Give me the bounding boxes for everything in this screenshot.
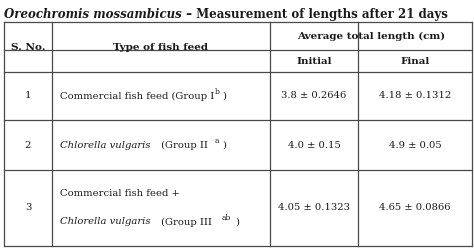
Text: 2: 2 xyxy=(25,141,31,150)
Text: Chlorella vulgaris: Chlorella vulgaris xyxy=(60,141,151,150)
Text: ): ) xyxy=(222,92,226,100)
Text: 3: 3 xyxy=(25,204,31,213)
Text: 4.65 ± 0.0866: 4.65 ± 0.0866 xyxy=(379,204,451,213)
Text: Chlorella vulgaris: Chlorella vulgaris xyxy=(60,217,151,226)
Text: (Group III: (Group III xyxy=(158,217,212,227)
Text: b: b xyxy=(215,88,220,96)
Text: ): ) xyxy=(222,141,226,150)
Text: Type of fish feed: Type of fish feed xyxy=(113,42,209,52)
Text: ab: ab xyxy=(222,214,231,222)
Text: Oreochromis mossambicus: Oreochromis mossambicus xyxy=(4,8,182,21)
Text: 4.9 ± 0.05: 4.9 ± 0.05 xyxy=(389,141,441,150)
Text: ): ) xyxy=(235,217,239,226)
Text: (Group II: (Group II xyxy=(158,140,208,150)
Text: 3.8 ± 0.2646: 3.8 ± 0.2646 xyxy=(282,92,346,100)
Text: 4.05 ± 0.1323: 4.05 ± 0.1323 xyxy=(278,204,350,213)
Text: 4.0 ± 0.15: 4.0 ± 0.15 xyxy=(288,141,340,150)
Text: Initial: Initial xyxy=(296,57,332,65)
Text: a: a xyxy=(215,137,219,145)
Text: Average total length (cm): Average total length (cm) xyxy=(297,31,445,41)
Text: Final: Final xyxy=(401,57,429,65)
Text: Commercial fish feed (Group I: Commercial fish feed (Group I xyxy=(60,92,214,100)
Text: S. No.: S. No. xyxy=(11,42,45,52)
Text: – Measurement of lengths after 21 days: – Measurement of lengths after 21 days xyxy=(182,8,447,21)
Text: 4.18 ± 0.1312: 4.18 ± 0.1312 xyxy=(379,92,451,100)
Text: 1: 1 xyxy=(25,92,31,100)
Text: Commercial fish feed +: Commercial fish feed + xyxy=(60,189,180,198)
